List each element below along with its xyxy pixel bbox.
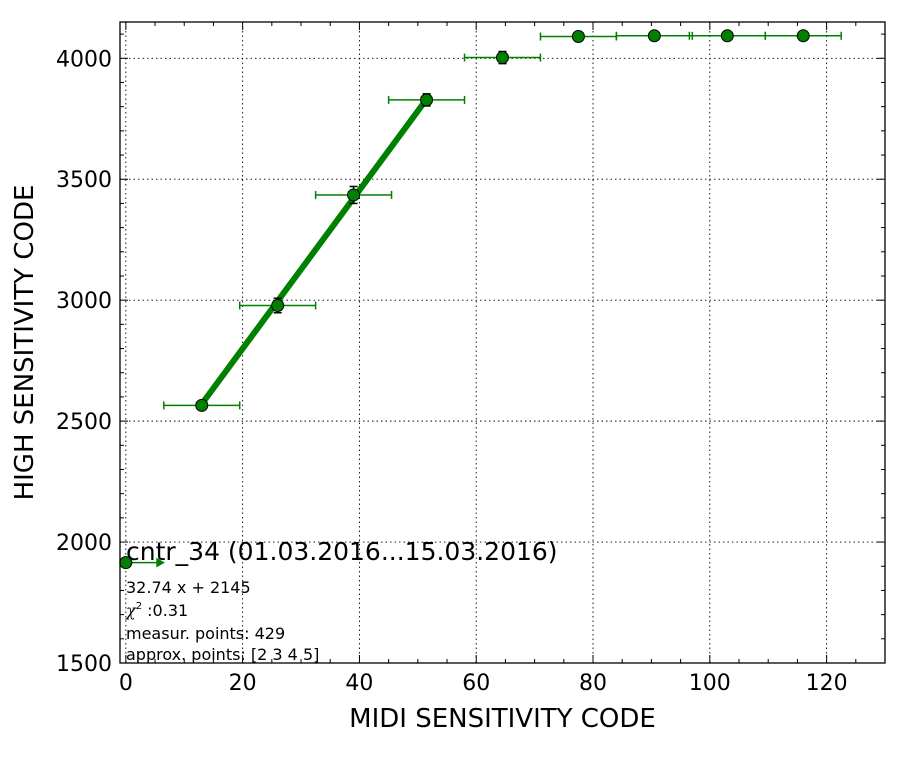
y-tick-label: 1500: [56, 652, 112, 677]
fit-equation: 32.74 x + 2145: [126, 578, 251, 597]
data-point: [720, 29, 734, 43]
x-tick-label: 120: [806, 671, 848, 696]
chart-title: cntr_34 (01.03.2016...15.03.2016): [126, 537, 558, 566]
y-tick-label: 2500: [56, 410, 112, 435]
x-tick-label: 40: [345, 671, 373, 696]
x-tick-label: 100: [689, 671, 731, 696]
data-points: [119, 29, 810, 570]
measur-points: measur. points: 429: [126, 624, 285, 643]
data-point: [347, 188, 361, 202]
chi-symbol: χ: [125, 601, 137, 620]
x-tick-label: 60: [462, 671, 490, 696]
data-point: [420, 93, 434, 107]
chi-value: :0.31: [142, 601, 188, 620]
data-point: [571, 30, 585, 44]
y-tick-label: 3000: [56, 289, 112, 314]
data-point: [647, 29, 661, 43]
x-tick-label: 80: [579, 671, 607, 696]
x-error-arrow: [156, 557, 165, 568]
chi-square: χ2 :0.31: [125, 601, 188, 620]
y-tick-label: 2000: [56, 531, 112, 556]
x-tick-label: 20: [229, 671, 257, 696]
approx-points: approx. points: [2 3 4 5]: [126, 645, 319, 664]
y-tick-label: 4000: [56, 47, 112, 72]
chi-superscript: 2: [136, 601, 142, 612]
data-point: [796, 29, 810, 43]
axis-ticks: 0 20 40 60 80 100 120 1500 2000 2500 3000 3500 4000: [56, 22, 885, 696]
fit-line-group: [198, 96, 430, 408]
fit-line: [198, 96, 430, 408]
data-point: [271, 298, 285, 312]
x-tick-label: 0: [119, 671, 133, 696]
data-point: [195, 398, 209, 412]
y-axis-label: HIGH SENSITIVITY CODE: [10, 185, 40, 501]
data-point: [496, 51, 509, 65]
y-tick-label: 3500: [56, 168, 112, 193]
x-axis-label: MIDI SENSITIVITY CODE: [349, 704, 656, 734]
plot-frame: [119, 21, 886, 664]
minor-ticks: [120, 22, 885, 663]
